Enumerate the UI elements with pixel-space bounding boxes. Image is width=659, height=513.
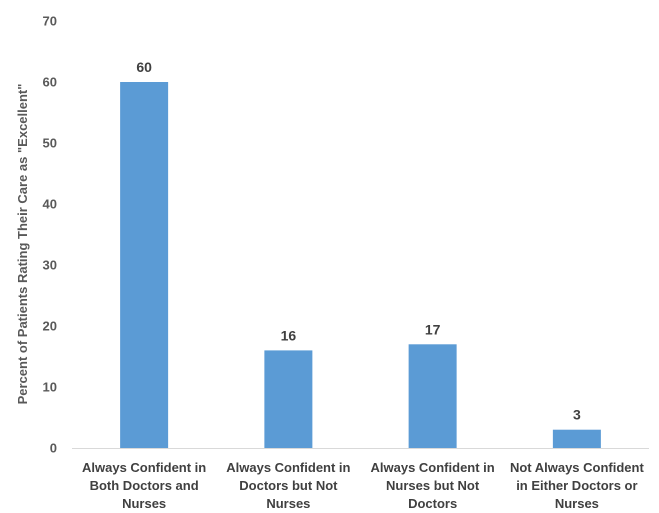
bar <box>120 82 169 448</box>
bar <box>408 344 457 448</box>
y-tick-label: 70 <box>43 14 57 29</box>
category-labels: Always Confident in Both Doctors and Nurse… <box>82 460 644 511</box>
data-label: 16 <box>281 327 297 343</box>
bar <box>264 350 313 448</box>
data-label: 60 <box>136 59 152 75</box>
bars <box>120 82 601 448</box>
y-tick-label: 30 <box>43 258 57 273</box>
data-label: 3 <box>573 407 581 423</box>
y-tick-label: 50 <box>43 136 57 151</box>
y-tick-labels: 0 10 20 30 40 50 60 70 <box>43 14 57 456</box>
category-label: Always Confident in Nurses but Not Doctors <box>371 460 495 511</box>
y-axis-label: Percent of Patients Rating Their Care as… <box>15 84 30 405</box>
data-label: 17 <box>425 321 441 337</box>
y-tick-label: 60 <box>43 75 57 90</box>
y-tick-label: 40 <box>43 197 57 212</box>
bar <box>552 429 601 448</box>
category-label: Always Confident in Both Doctors and Nurse… <box>82 460 206 511</box>
y-tick-label: 0 <box>50 441 57 456</box>
y-tick-label: 10 <box>43 380 57 395</box>
category-label: Always Confident in Doctors but Not Nurses <box>226 460 350 511</box>
category-label: Not Always Confident in Either Doctors or… <box>510 460 645 511</box>
data-labels: 60 16 17 3 <box>136 59 581 423</box>
y-tick-label: 20 <box>43 319 57 334</box>
